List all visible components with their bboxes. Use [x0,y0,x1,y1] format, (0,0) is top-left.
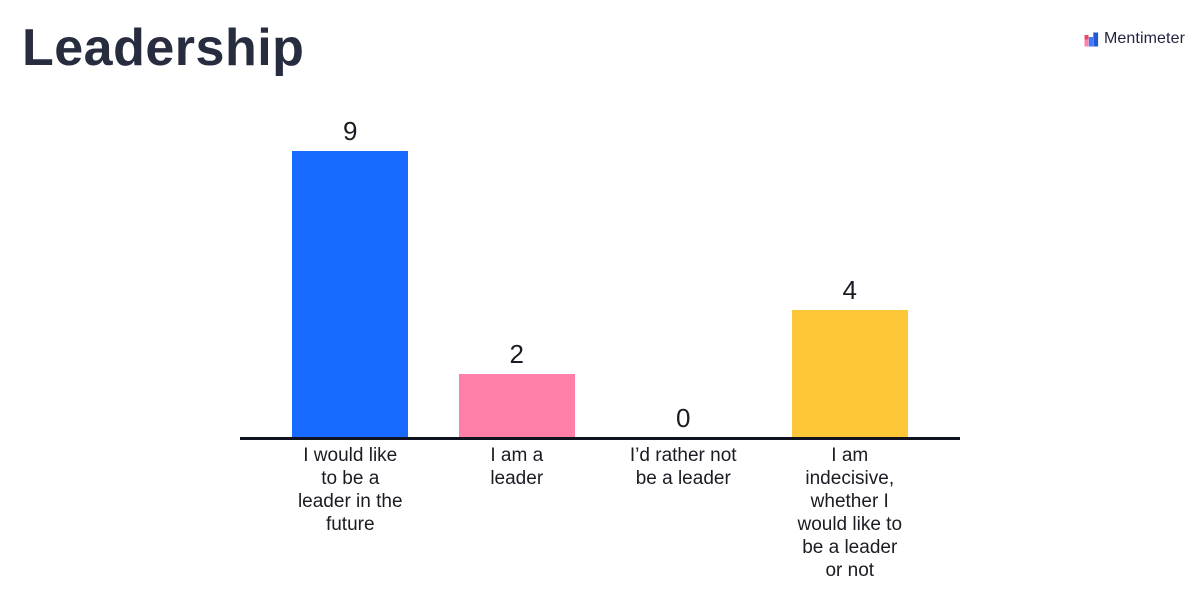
x-axis-line [240,437,960,440]
bar [292,151,409,438]
bar-value-label: 9 [343,116,358,146]
bar-value-label: 2 [509,339,524,369]
bar-chart: 9 2 0 4 [240,110,960,438]
chart-column: 0 [600,110,767,438]
page-title: Leadership [22,19,305,77]
category-label: I’d rather not be a leader [629,445,737,489]
chart-column: 9 [267,110,434,438]
bar [791,310,908,438]
chart-column: 4 [767,110,934,438]
mentimeter-logo: Mentimeter [1084,30,1185,48]
category-label: I am indecisive, whether I would like to… [797,445,903,581]
category-labels: I would like to be a leader in the futur… [267,444,933,582]
chart-column: 2 [434,110,601,438]
bar-value-label: 4 [842,275,857,305]
mentimeter-logo-icon [1084,32,1099,47]
mentimeter-logo-text: Mentimeter [1103,30,1185,47]
category-label: I am a leader [490,445,544,489]
bar-value-label: 0 [676,403,691,433]
chart-columns: 9 2 0 4 [267,110,933,438]
bar [458,374,575,438]
category-label: I would like to be a leader in the futur… [297,445,403,535]
